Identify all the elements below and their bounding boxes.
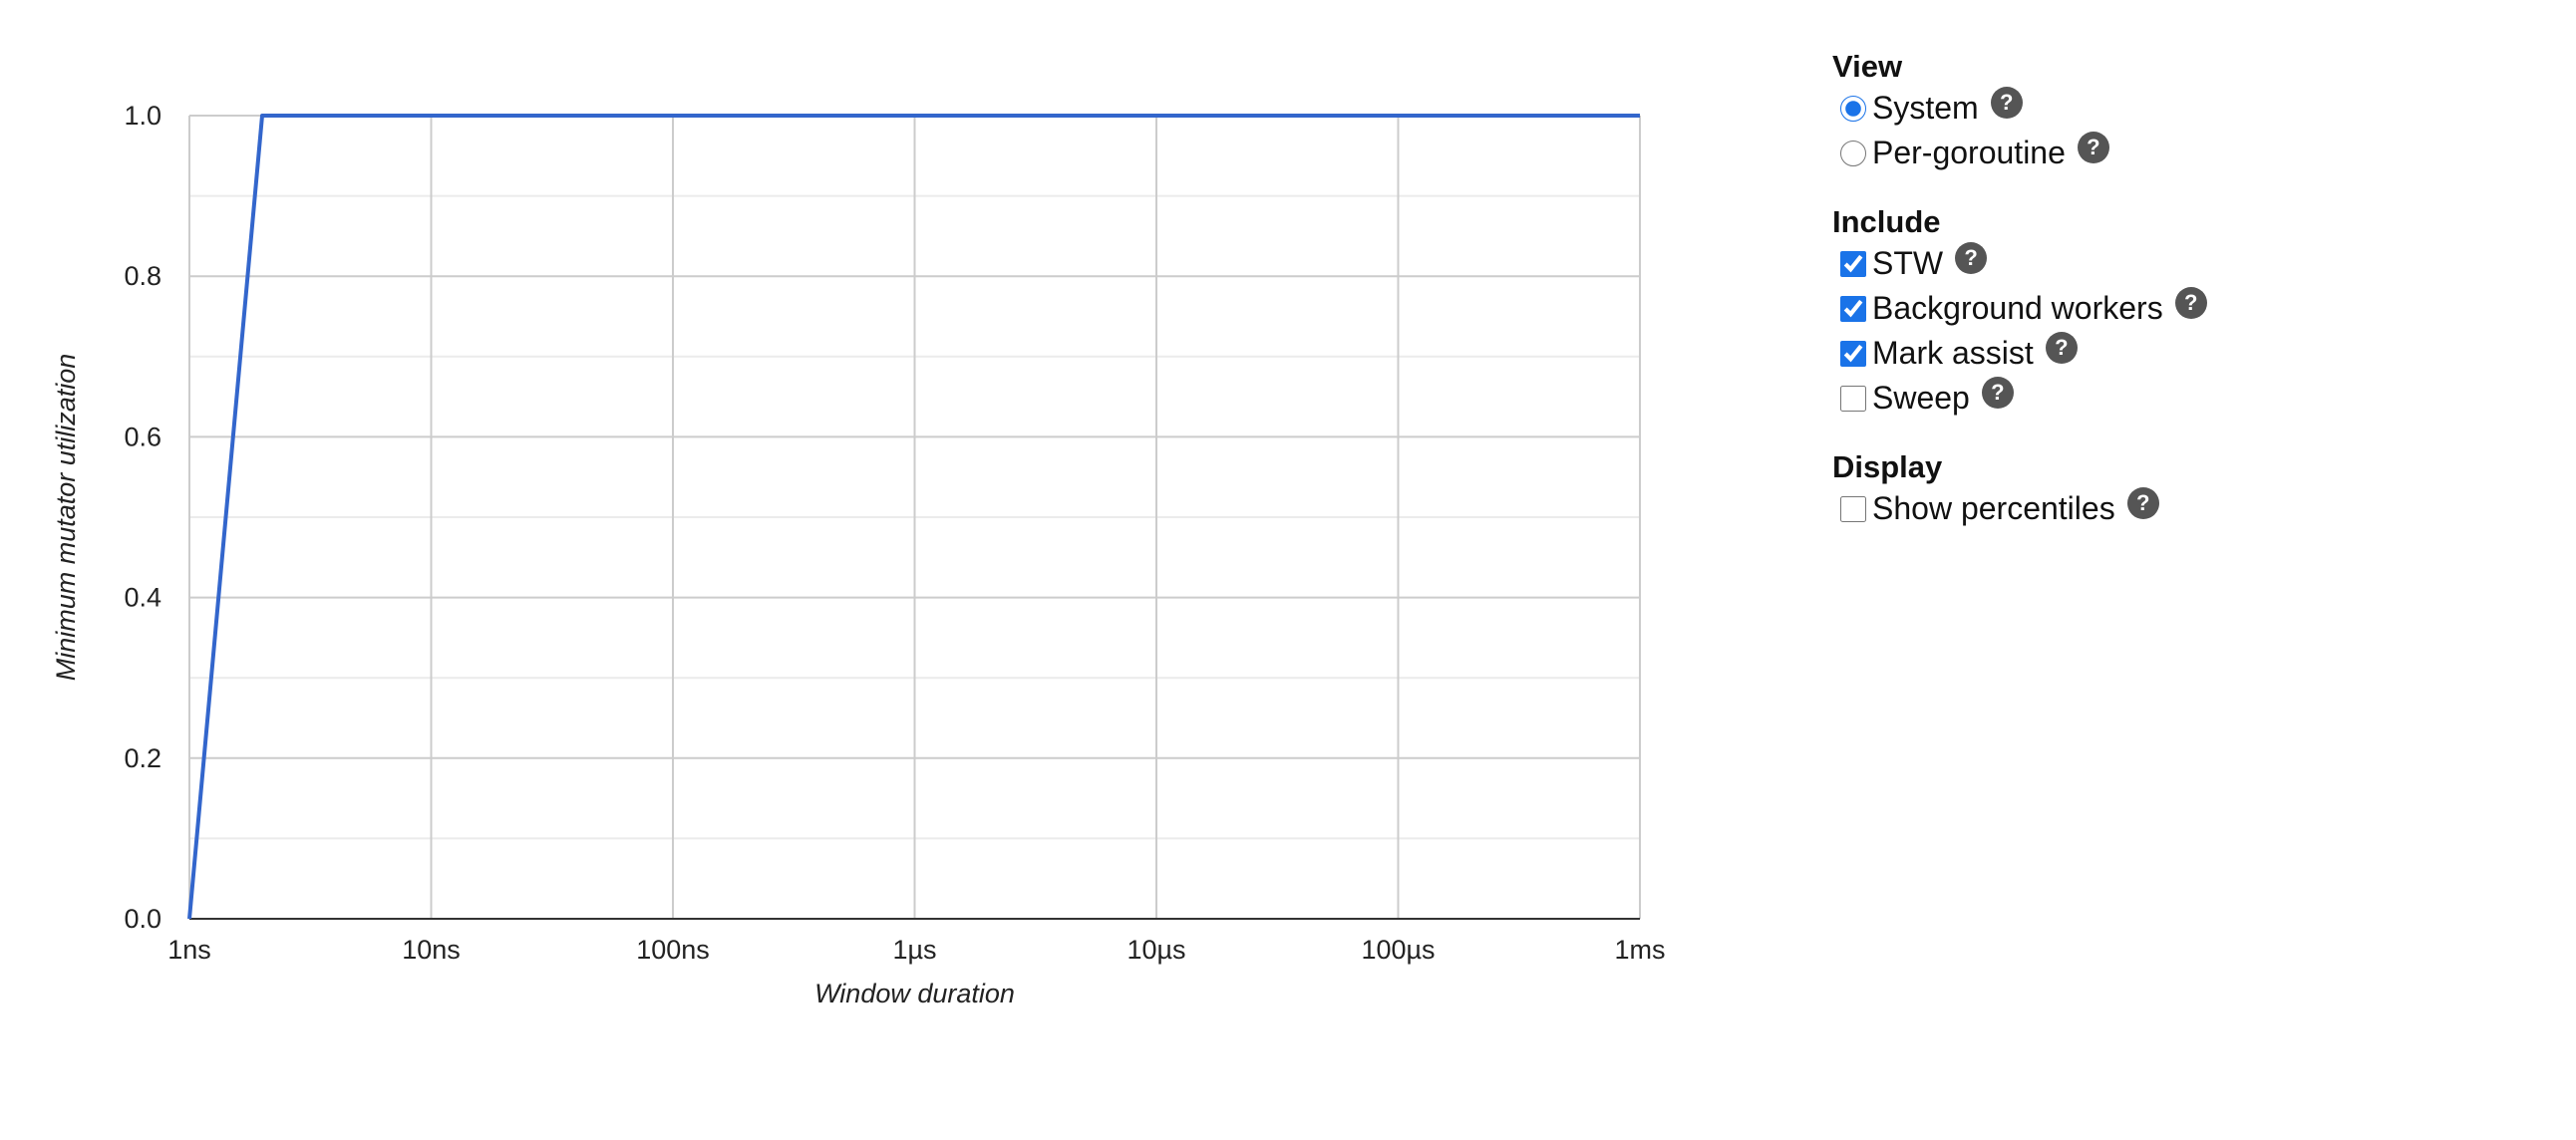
y-tick-label: 1.0 — [124, 101, 161, 131]
x-tick-label: 1ns — [167, 935, 211, 965]
x-tick-label: 10ns — [402, 935, 461, 965]
controls-panel: View System ? Per-goroutine ? Include ST… — [1832, 48, 2530, 559]
background-workers-checkbox[interactable] — [1840, 295, 1866, 322]
y-tick-label: 0.6 — [124, 422, 161, 451]
view-system-label: System — [1872, 90, 1979, 126]
help-icon[interactable]: ? — [2077, 131, 2109, 163]
mark-assist-label: Mark assist — [1872, 335, 2034, 371]
include-option-stw[interactable]: STW ? — [1832, 241, 2530, 286]
view-option-system[interactable]: System ? — [1832, 86, 2530, 131]
y-tick-label: 0.8 — [124, 261, 161, 291]
y-tick-label: 0.2 — [124, 743, 161, 773]
sweep-checkbox[interactable] — [1840, 385, 1866, 412]
y-tick-label: 0.0 — [124, 904, 161, 934]
stw-label: STW — [1872, 245, 1944, 281]
show-percentiles-checkbox[interactable] — [1840, 495, 1866, 522]
include-option-mark-assist[interactable]: Mark assist ? — [1832, 331, 2530, 376]
stw-checkbox[interactable] — [1840, 250, 1866, 277]
x-tick-label: 1ms — [1614, 935, 1665, 965]
view-option-per-goroutine[interactable]: Per-goroutine ? — [1832, 131, 2530, 175]
y-tick-label: 0.4 — [124, 583, 161, 613]
view-system-radio[interactable] — [1840, 95, 1866, 122]
x-tick-label: 100µs — [1361, 935, 1435, 965]
sweep-label: Sweep — [1872, 380, 1970, 416]
x-tick-label: 100ns — [636, 935, 710, 965]
help-icon[interactable]: ? — [1955, 241, 1988, 274]
mark-assist-checkbox[interactable] — [1840, 340, 1866, 367]
display-section: Display Show percentiles ? — [1832, 448, 2530, 531]
y-axis-title: Minimum mutator utilization — [51, 354, 81, 682]
help-icon[interactable]: ? — [2126, 486, 2159, 519]
show-percentiles-label: Show percentiles — [1872, 490, 2115, 526]
include-option-sweep[interactable]: Sweep ? — [1832, 376, 2530, 421]
mmu-chart: 0.0 0.2 0.4 0.6 0.8 1.0 1ns 10ns 100ns 1µs 10µs 100… — [51, 101, 1666, 1008]
view-per-goroutine-label: Per-goroutine — [1872, 135, 2066, 170]
x-tick-label: 10µs — [1127, 935, 1185, 965]
help-icon[interactable]: ? — [2174, 286, 2207, 319]
help-icon[interactable]: ? — [1981, 376, 2014, 409]
help-icon[interactable]: ? — [2045, 331, 2078, 364]
display-option-show-percentiles[interactable]: Show percentiles ? — [1832, 486, 2530, 531]
x-tick-label: 1µs — [892, 935, 936, 965]
include-section: Include STW ? Background workers ? Mark … — [1832, 203, 2530, 421]
view-section-title: View — [1832, 49, 1903, 84]
include-option-background-workers[interactable]: Background workers ? — [1832, 286, 2530, 331]
x-axis-title: Window duration — [814, 979, 1015, 1008]
include-section-title: Include — [1832, 204, 1941, 239]
view-per-goroutine-radio[interactable] — [1840, 140, 1866, 166]
series-line — [187, 114, 1640, 920]
background-workers-label: Background workers — [1872, 290, 2163, 326]
display-section-title: Display — [1832, 449, 1943, 484]
view-section: View System ? Per-goroutine ? — [1832, 48, 2530, 175]
help-icon[interactable]: ? — [1990, 86, 2023, 119]
mmu-chart-svg: 0.0 0.2 0.4 0.6 0.8 1.0 1ns 10ns 100ns 1µs 10µs 100… — [51, 101, 1666, 1008]
